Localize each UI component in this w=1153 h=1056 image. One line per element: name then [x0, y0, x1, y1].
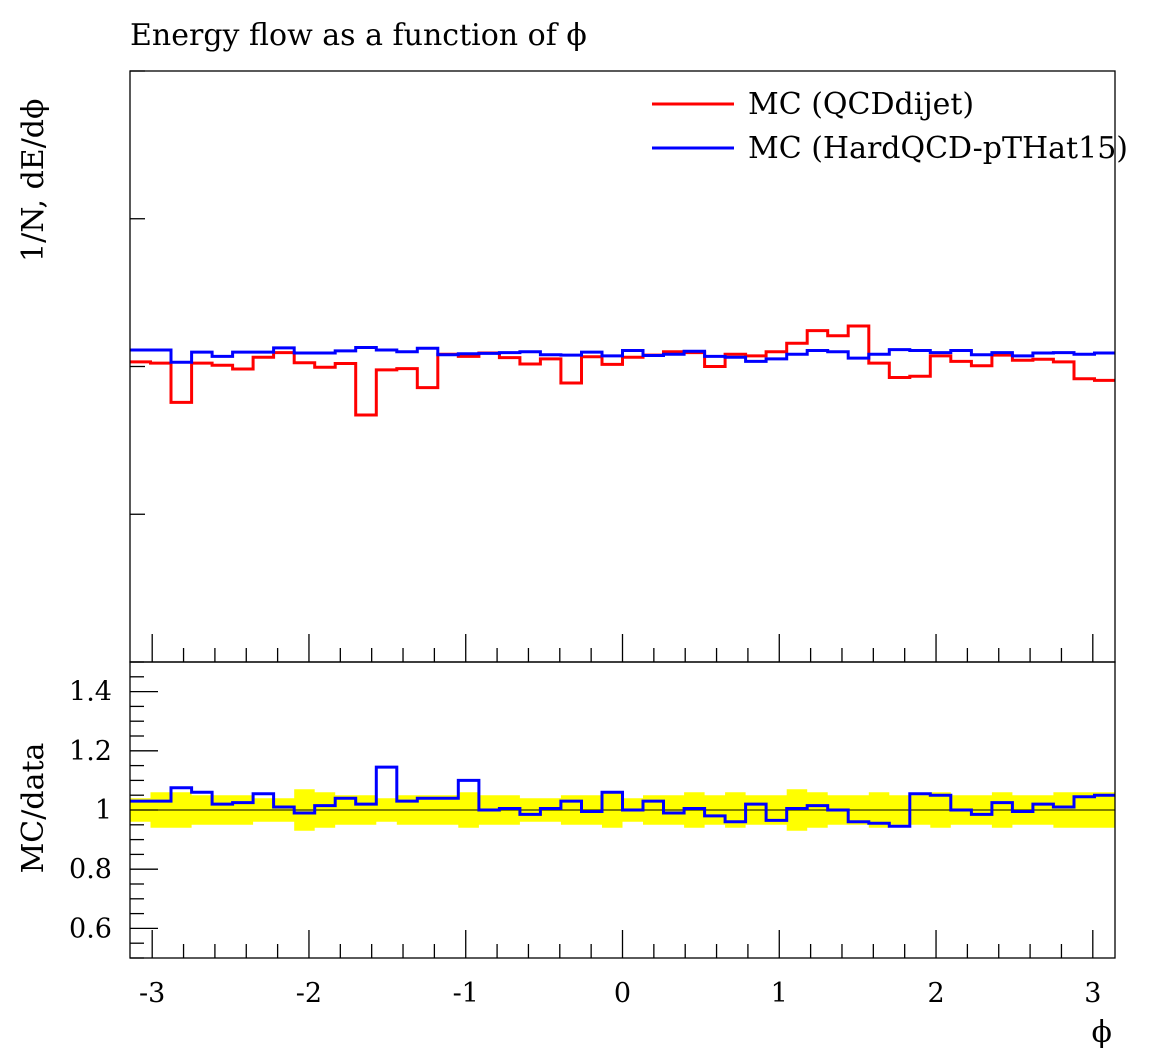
ratio-y-tick-label-3: 1.2: [69, 736, 112, 767]
x-tick-label-5: 2: [927, 978, 944, 1009]
x-tick-labels: -3 -2 -1 0 1 2 3: [139, 978, 1101, 1009]
x-tick-label-0: -3: [139, 978, 165, 1009]
series-qcddijet-line: [130, 324, 1115, 417]
ratio-y-tick-label-4: 1.4: [69, 677, 112, 708]
ratio-plot-frame: [129, 661, 1116, 959]
x-tick-label-3: 0: [614, 978, 631, 1009]
main-y-axis-label: 1/N, dE/dϕ: [16, 99, 51, 262]
legend-label-qcddijet: MC (QCDdijet): [748, 87, 974, 122]
ratio-y-axis-label: MC/data: [16, 742, 51, 873]
ratio-y-tick-label-2: 1: [95, 795, 112, 826]
x-tick-label-1: -2: [296, 978, 322, 1009]
x-tick-label-6: 3: [1084, 978, 1101, 1009]
series-hardqcd-line: [130, 346, 1115, 364]
legend: MC (QCDdijet) MC (HardQCD-pTHat15): [652, 87, 1128, 166]
ratio-y-tick-label-1: 0.8: [69, 854, 112, 885]
ratio-hardqcd-line: [130, 765, 1115, 828]
chart-title: Energy flow as a function of ϕ: [130, 18, 587, 53]
legend-label-hardqcd: MC (HardQCD-pTHat15): [748, 131, 1128, 166]
main-y-ticks: [130, 70, 145, 515]
ratio-x-ticks: [151, 930, 1094, 958]
ratio-y-tick-label-0: 0.6: [69, 913, 112, 944]
main-x-ticks: [151, 634, 1094, 662]
main-plot: 1/N, dE/dϕ: [16, 70, 1116, 663]
x-tick-label-2: -1: [453, 978, 479, 1009]
x-axis-label: ϕ: [1092, 1015, 1112, 1050]
ratio-plot: 0.6 0.8 1 1.2 1.4 MC/data: [16, 661, 1116, 959]
ratio-y-ticks: 0.6 0.8 1 1.2 1.4: [69, 661, 158, 959]
x-tick-label-4: 1: [771, 978, 788, 1009]
